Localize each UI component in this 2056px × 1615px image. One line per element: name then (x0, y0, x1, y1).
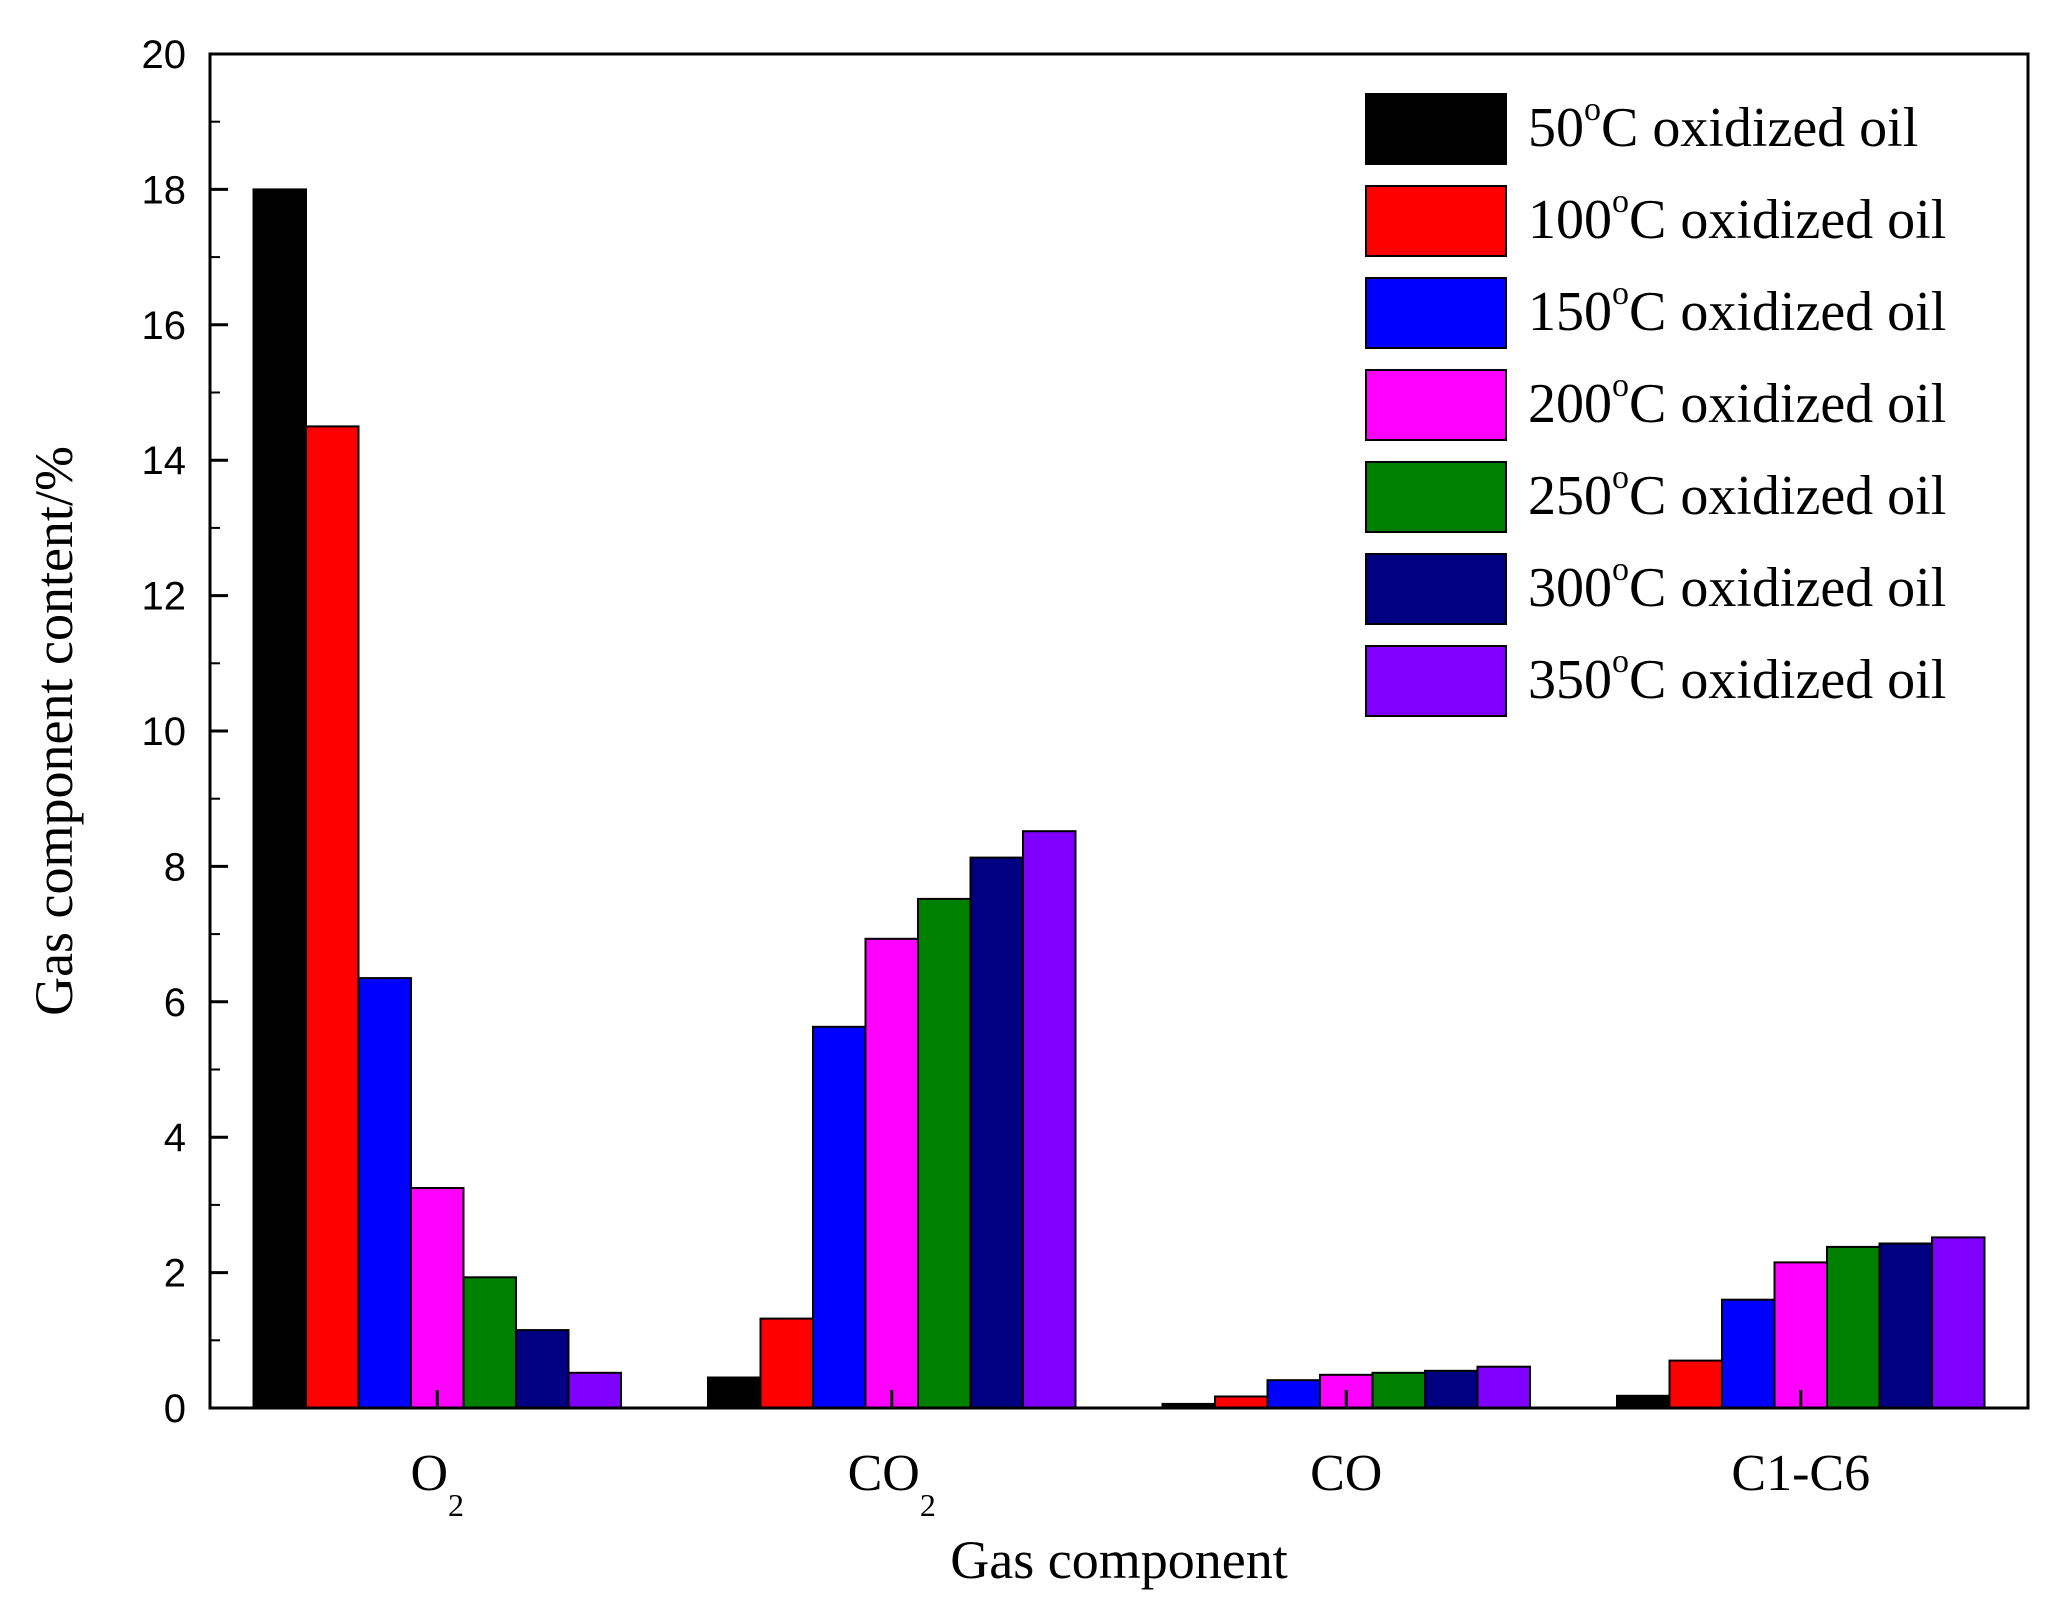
bars-group (252, 188, 1986, 1410)
bar-350c-co2 (1022, 830, 1077, 1409)
bar-250c-co2 (917, 897, 972, 1410)
x-axis-title: Gas component (950, 1530, 1287, 1590)
bar-250c-co (1371, 1371, 1426, 1410)
legend-label-150c: 150oC oxidized oil (1528, 275, 1946, 343)
legend-swatch-250c (1365, 461, 1507, 533)
legend-swatch-350c (1365, 645, 1507, 717)
y-tick-label: 8 (164, 845, 186, 889)
x-tick-label: O2 (410, 1445, 464, 1523)
bar-300c-c1-c6 (1878, 1242, 1933, 1409)
bar-50c-co2 (707, 1376, 762, 1409)
y-tick-label: 14 (142, 439, 187, 483)
bar-250c-o2 (462, 1276, 517, 1410)
bar-350c-o2 (567, 1371, 622, 1410)
y-tick-label: 18 (142, 168, 187, 212)
bar-150c-co (1266, 1379, 1321, 1409)
bar-350c-co (1476, 1365, 1531, 1409)
bar-150c-c1-c6 (1721, 1298, 1776, 1409)
legend-swatch-300c (1365, 553, 1507, 625)
bar-300c-o2 (515, 1329, 570, 1409)
x-tick-label: C1-C6 (1731, 1445, 1870, 1502)
legend-label-100c: 100oC oxidized oil (1528, 183, 1946, 251)
bar-100c-co (1214, 1395, 1269, 1409)
legend-label-200c: 200oC oxidized oil (1528, 367, 1946, 435)
y-tick-label: 12 (142, 575, 187, 619)
y-tick-label: 10 (142, 710, 187, 754)
x-tick-label: CO2 (848, 1445, 936, 1523)
bar-100c-c1-c6 (1668, 1359, 1723, 1409)
legend-label-300c: 300oC oxidized oil (1528, 551, 1946, 619)
legend-swatch-100c (1365, 185, 1507, 257)
bar-200c-co2 (864, 937, 919, 1409)
bar-150c-o2 (357, 977, 412, 1409)
y-axis-title: Gas component content/% (24, 446, 84, 1016)
legend-swatch-200c (1365, 369, 1507, 441)
legend-swatch-50c (1365, 93, 1507, 165)
bar-300c-co2 (969, 856, 1024, 1409)
x-tick-label: CO (1310, 1445, 1382, 1502)
y-tick-label: 0 (164, 1387, 186, 1431)
y-tick-label: 16 (142, 304, 187, 348)
bar-50c-c1-c6 (1616, 1394, 1671, 1410)
legend: 50oC oxidized oil 100oC oxidized oil 150oC… (1365, 91, 1946, 717)
plot-border (208, 52, 2030, 1410)
y-tick-label: 4 (164, 1116, 186, 1160)
bar-50c-o2 (252, 188, 307, 1409)
y-tick-label: 2 (164, 1252, 186, 1296)
y-tick-label: 20 (142, 33, 187, 77)
bar-250c-c1-c6 (1826, 1245, 1881, 1410)
legend-label-350c: 350oC oxidized oil (1528, 643, 1946, 711)
axes-group: 0 2 4 6 8 10 12 14 16 18 20 O2 CO2 CO C1-C6 (142, 33, 2030, 1523)
bar-200c-c1-c6 (1773, 1261, 1828, 1410)
bar-150c-co2 (812, 1025, 867, 1410)
bar-200c-o2 (410, 1187, 465, 1409)
legend-label-50c: 50oC oxidized oil (1528, 91, 1918, 159)
legend-swatch-150c (1365, 277, 1507, 349)
bar-100c-co2 (759, 1317, 814, 1409)
y-tick-label: 6 (164, 981, 186, 1025)
bar-350c-c1-c6 (1931, 1236, 1986, 1410)
bar-300c-co (1424, 1369, 1479, 1410)
legend-label-250c: 250oC oxidized oil (1528, 459, 1946, 527)
bar-100c-o2 (305, 425, 360, 1409)
